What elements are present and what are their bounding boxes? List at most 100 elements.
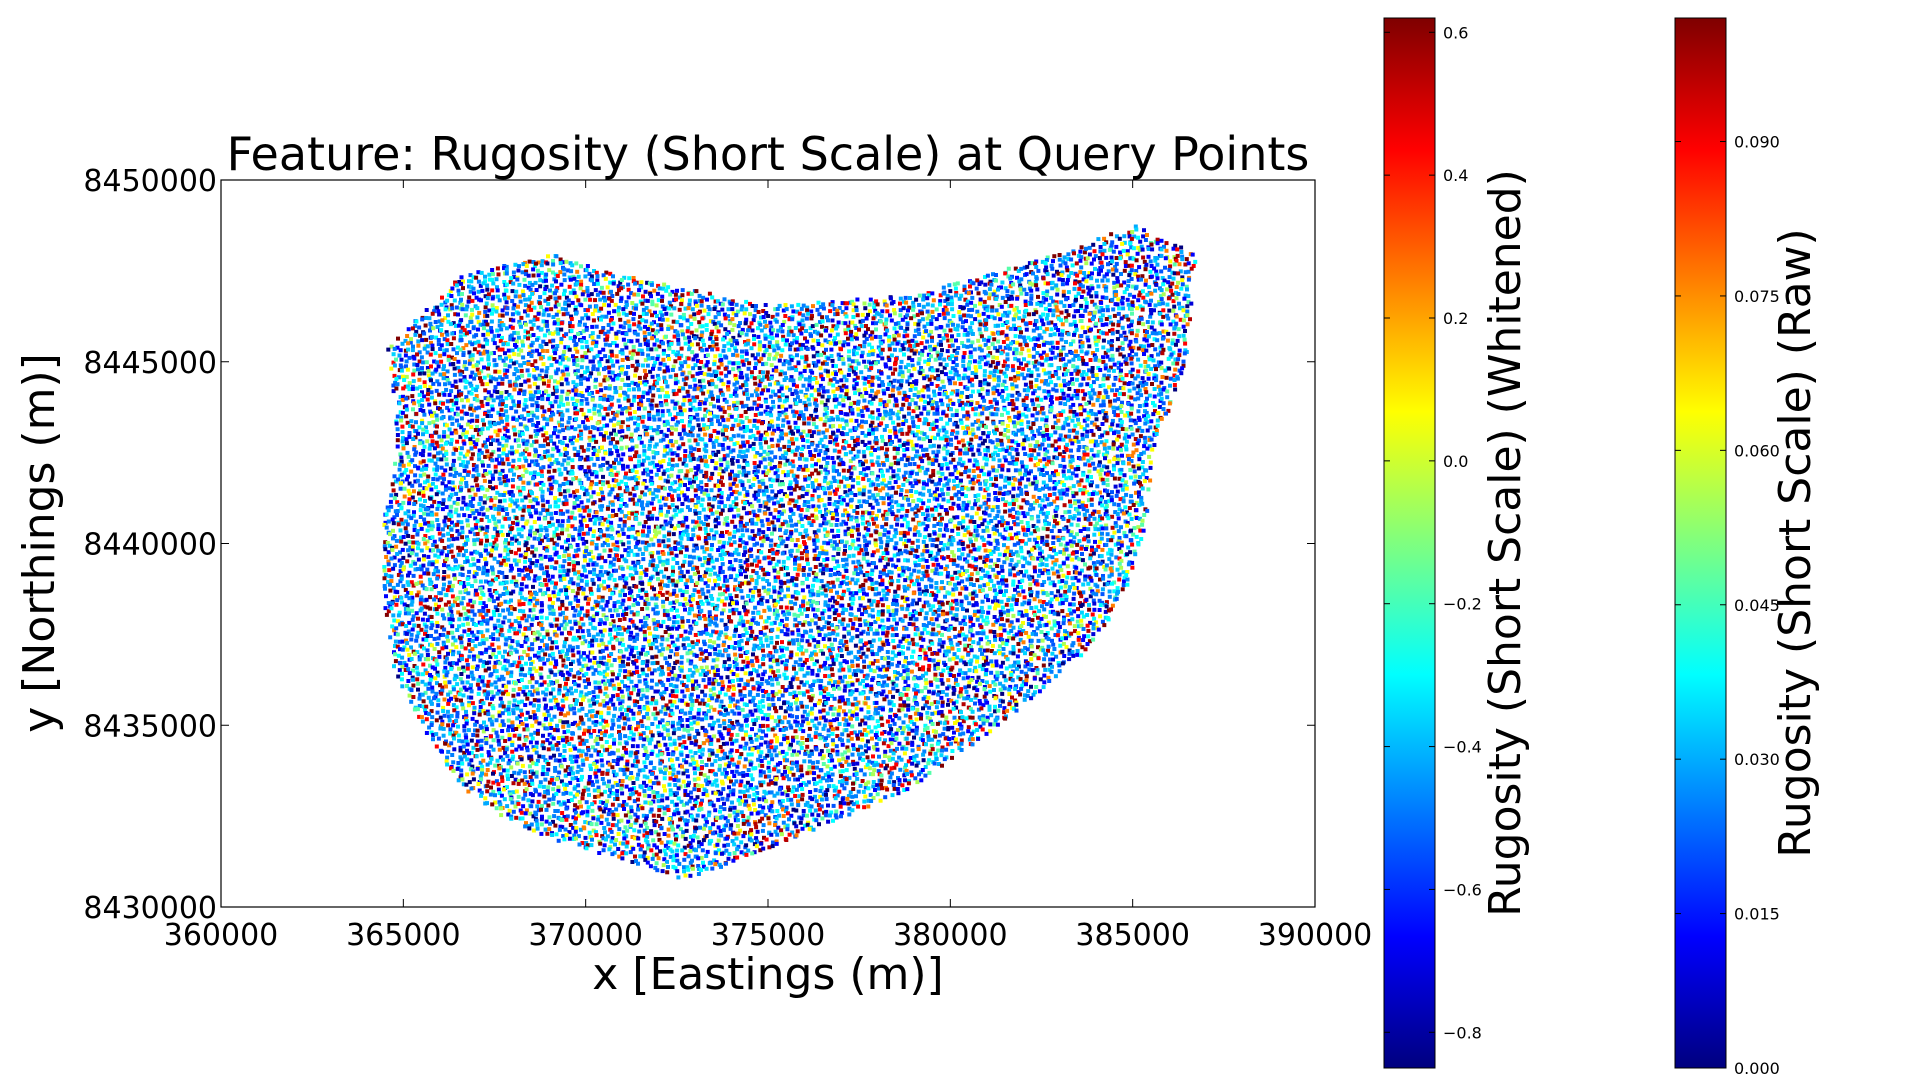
- scatter-point: [731, 423, 736, 428]
- scatter-point: [707, 307, 712, 312]
- scatter-point: [1000, 394, 1004, 399]
- scatter-point: [1119, 362, 1123, 367]
- scatter-point: [1114, 261, 1119, 266]
- scatter-point: [472, 340, 477, 345]
- scatter-point: [394, 357, 398, 362]
- scatter-point: [764, 361, 769, 366]
- scatter-point: [730, 343, 735, 348]
- scatter-point: [966, 366, 971, 371]
- scatter-point: [754, 361, 759, 366]
- scatter-point: [1081, 358, 1086, 363]
- scatter-point: [1168, 347, 1173, 352]
- scatter-point: [621, 337, 626, 342]
- scatter-point: [590, 341, 595, 346]
- scatter-point: [1078, 258, 1083, 263]
- scatter-point: [595, 367, 600, 372]
- scatter-point: [837, 357, 842, 361]
- scatter-point: [788, 387, 793, 392]
- scatter-point: [581, 329, 586, 334]
- scatter-point: [1074, 377, 1079, 382]
- scatter-point: [987, 374, 992, 379]
- scatter-point: [578, 429, 583, 434]
- scatter-point: [1152, 308, 1156, 313]
- scatter-point: [1068, 322, 1073, 327]
- scatter-point: [774, 319, 779, 324]
- scatter-point: [1080, 284, 1085, 289]
- scatter-point: [899, 325, 904, 330]
- scatter-point: [716, 376, 721, 381]
- scatter-point: [1114, 268, 1119, 273]
- scatter-point: [605, 377, 610, 382]
- scatter-point: [894, 403, 899, 408]
- scatter-point: [999, 331, 1004, 336]
- scatter-point: [806, 363, 811, 368]
- scatter-point: [736, 433, 741, 438]
- scatter-point: [863, 376, 868, 381]
- scatter-point: [1059, 352, 1063, 357]
- scatter-point: [426, 388, 431, 392]
- scatter-point: [776, 416, 781, 421]
- scatter-point: [1129, 426, 1134, 431]
- scatter-point: [781, 362, 786, 367]
- scatter-point: [518, 388, 523, 393]
- scatter-point: [776, 381, 781, 386]
- scatter-point: [705, 360, 710, 365]
- scatter-point: [434, 430, 439, 435]
- scatter-point: [552, 321, 557, 326]
- scatter-point: [649, 282, 654, 287]
- scatter-point: [1086, 338, 1091, 343]
- scatter-point: [815, 307, 820, 312]
- scatter-point: [793, 347, 798, 352]
- scatter-point: [499, 394, 504, 399]
- scatter-point: [551, 259, 555, 263]
- scatter-point: [667, 300, 672, 305]
- scatter-point: [691, 395, 696, 400]
- scatter-point: [1097, 427, 1102, 431]
- scatter-point: [489, 393, 494, 398]
- scatter-point: [743, 380, 748, 385]
- scatter-point: [453, 379, 458, 384]
- scatter-point: [1146, 376, 1151, 381]
- scatter-point: [1177, 301, 1181, 306]
- scatter-point: [829, 354, 834, 358]
- scatter-point: [553, 291, 557, 296]
- scatter-point: [626, 365, 630, 369]
- scatter-point: [505, 422, 510, 427]
- scatter-point: [760, 421, 764, 426]
- scatter-point: [935, 368, 940, 373]
- scatter-point: [434, 335, 439, 340]
- scatter-point: [1186, 261, 1191, 266]
- scatter-point: [479, 379, 484, 384]
- scatter-point: [1037, 361, 1042, 366]
- scatter-point: [1090, 411, 1095, 416]
- scatter-point: [565, 396, 569, 401]
- scatter-point: [950, 429, 955, 434]
- scatter-point: [575, 363, 580, 368]
- scatter-point: [417, 403, 422, 408]
- scatter-point: [948, 370, 953, 375]
- scatter-point: [702, 427, 706, 432]
- scatter-point: [914, 349, 919, 354]
- scatter-point: [663, 394, 668, 399]
- scatter-point: [715, 347, 720, 352]
- scatter-point: [604, 270, 609, 275]
- scatter-point: [976, 426, 981, 431]
- scatter-point: [1161, 329, 1166, 334]
- scatter-point: [526, 412, 531, 417]
- scatter-point: [639, 285, 644, 290]
- scatter-point: [870, 410, 875, 415]
- scatter-point: [477, 428, 482, 433]
- scatter-point: [541, 378, 546, 383]
- scatter-point: [780, 393, 785, 398]
- scatter-point: [895, 341, 900, 346]
- scatter-point: [1033, 279, 1038, 284]
- scatter-point: [832, 376, 837, 381]
- scatter-point: [1076, 291, 1081, 296]
- scatter-point: [1024, 396, 1029, 401]
- scatter-point: [650, 374, 655, 379]
- scatter-point: [507, 393, 512, 397]
- scatter-point: [666, 354, 671, 358]
- scatter-point: [798, 371, 803, 376]
- scatter-point: [1181, 363, 1186, 368]
- scatter-point: [888, 313, 892, 318]
